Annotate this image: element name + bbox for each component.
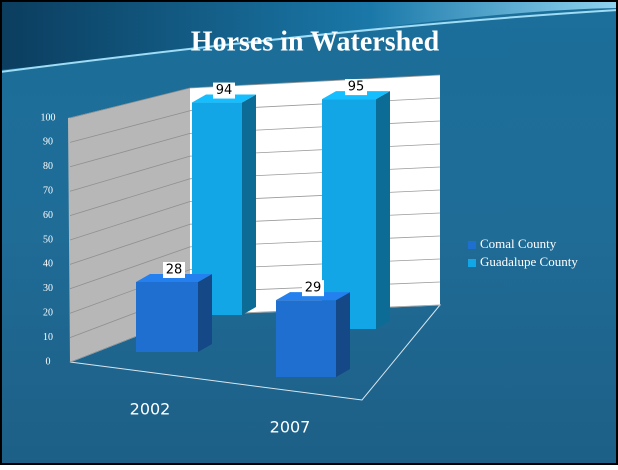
x-tick-label: 2002 <box>130 400 171 419</box>
x-tick-label: 2007 <box>270 418 311 437</box>
grid-line <box>69 246 191 290</box>
chart-title: Horses in Watershed <box>191 26 440 57</box>
y-tick-label: 90 <box>43 137 53 148</box>
y-tick-label: 20 <box>43 307 53 318</box>
data-label-bg <box>302 280 324 297</box>
bar-side <box>242 94 256 315</box>
data-label-bg <box>213 82 235 99</box>
legend-swatch <box>468 259 476 267</box>
bar <box>136 282 198 352</box>
data-label: 28 <box>166 263 183 278</box>
data-label: 94 <box>216 83 233 98</box>
data-label: 29 <box>305 281 322 296</box>
swoosh-line <box>0 9 618 73</box>
y-tick-label: 70 <box>43 185 53 196</box>
grid-line <box>69 201 191 241</box>
bar <box>322 99 376 329</box>
bar-side <box>198 274 212 352</box>
grid-line <box>69 155 191 192</box>
grid-line <box>69 223 191 265</box>
y-tick-label: 10 <box>43 332 53 343</box>
data-label-bg <box>163 262 185 278</box>
data-label: 95 <box>348 80 365 95</box>
grid-line <box>69 133 191 168</box>
y-tick-label: 0 <box>46 356 51 367</box>
y-tick-label: 60 <box>43 210 53 221</box>
legend-label: Guadalupe County <box>480 254 578 269</box>
y-tick-label: 30 <box>43 283 53 294</box>
y-tick-label: 50 <box>43 234 53 245</box>
bar-side <box>376 91 390 329</box>
bar <box>276 300 336 377</box>
data-label-bg <box>345 79 367 96</box>
y-tick-label: 40 <box>43 259 53 270</box>
legend-label: Comal County <box>480 236 557 251</box>
grid-line <box>69 87 191 119</box>
grid-line <box>69 110 191 143</box>
y-tick-label: 100 <box>41 112 56 123</box>
y-tick-label: 80 <box>43 161 53 172</box>
grid-line <box>69 178 191 216</box>
bar-side <box>336 292 350 377</box>
legend-swatch <box>468 241 476 249</box>
